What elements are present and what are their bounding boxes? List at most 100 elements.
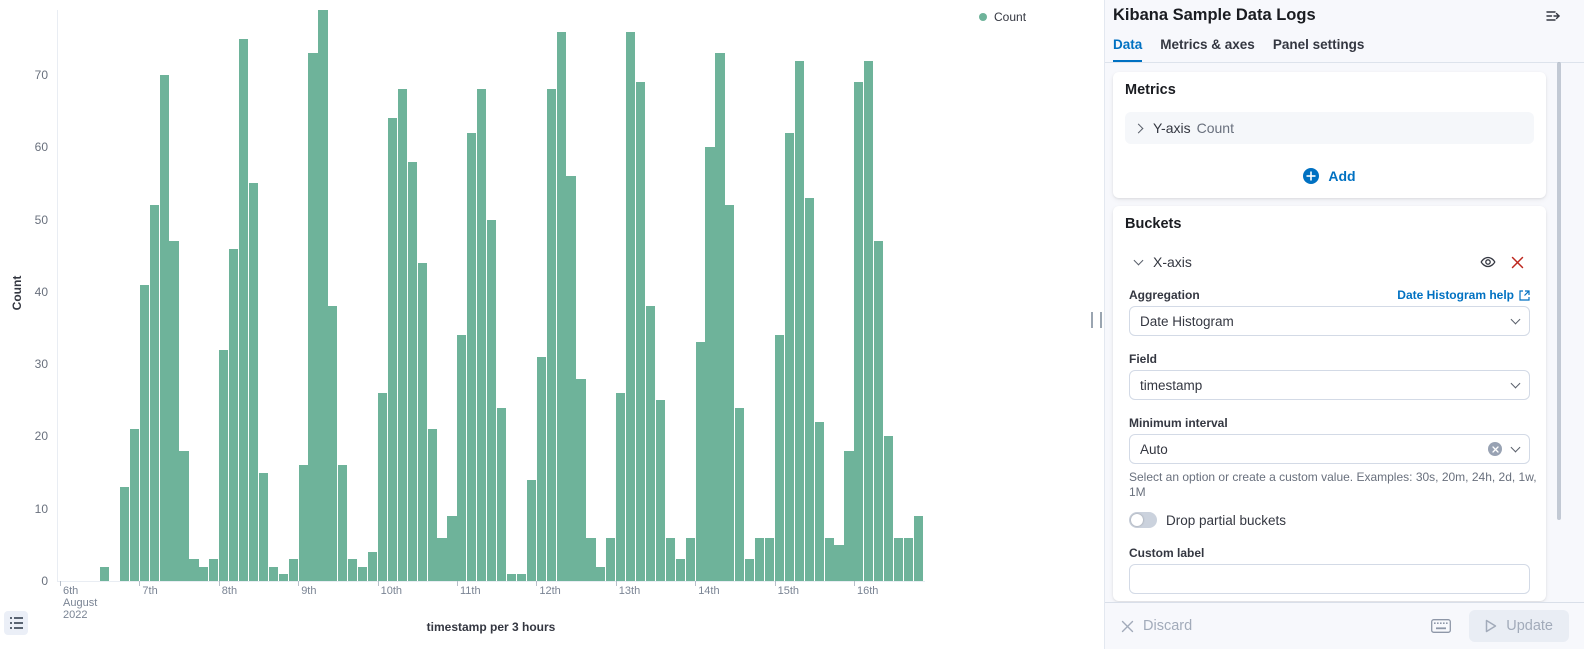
histogram-bar[interactable] [834,544,844,581]
histogram-bar[interactable] [735,407,745,581]
panel-scrollbar-thumb[interactable] [1557,62,1561,520]
histogram-bar[interactable] [695,342,705,581]
histogram-bar[interactable] [318,9,328,581]
histogram-bar[interactable] [119,487,130,581]
histogram-bar[interactable] [675,559,685,581]
metric-y-axis-row[interactable]: Y-axis Count [1125,112,1534,144]
discard-button[interactable]: Discard [1121,618,1192,634]
histogram-bar[interactable] [506,573,517,581]
histogram-bar[interactable] [824,537,834,581]
panel-resizer-handle[interactable] [1091,312,1102,328]
histogram-bar[interactable] [129,429,139,581]
histogram-bar[interactable] [179,450,189,581]
histogram-bar[interactable] [685,537,695,581]
histogram-bar[interactable] [338,465,348,581]
histogram-bar[interactable] [467,132,477,581]
histogram-bar[interactable] [715,53,725,581]
histogram-bar[interactable] [556,31,566,581]
histogram-bar[interactable] [407,161,417,581]
histogram-bar[interactable] [308,53,318,581]
histogram-bar[interactable] [854,82,864,581]
collapse-panel-button[interactable] [1542,5,1564,27]
histogram-bar[interactable] [784,132,795,581]
histogram-bar[interactable] [417,262,427,581]
histogram-bar[interactable] [655,400,665,581]
histogram-bar[interactable] [367,552,378,581]
histogram-bar[interactable] [457,335,467,581]
histogram-bar[interactable] [616,393,626,581]
histogram-bar[interactable] [774,335,785,581]
histogram-bar[interactable] [745,559,755,581]
date-histogram-help-link[interactable]: Date Histogram help [1397,288,1530,302]
legend-toggle-button[interactable] [4,611,28,635]
add-metric-button[interactable]: Add [1113,164,1546,188]
histogram-bar[interactable] [487,219,497,581]
histogram-bar[interactable] [546,89,556,581]
histogram-bar[interactable] [278,573,288,581]
histogram-bar[interactable] [626,31,636,581]
histogram-bar[interactable] [387,118,398,581]
histogram-bar[interactable] [477,89,487,581]
histogram-bar[interactable] [189,559,199,581]
histogram-bar[interactable] [755,537,765,581]
histogram-bar[interactable] [447,515,457,581]
histogram-bar[interactable] [844,450,854,581]
minimum-interval-select[interactable]: Auto [1129,434,1530,464]
custom-label-input[interactable] [1129,564,1530,594]
histogram-bar[interactable] [139,284,149,581]
drop-partial-buckets-toggle[interactable] [1129,512,1157,528]
keyboard-shortcuts-button[interactable] [1431,619,1452,633]
histogram-bar[interactable] [645,306,656,581]
histogram-bar[interactable] [804,197,814,581]
histogram-bar[interactable] [328,306,338,581]
histogram-bar[interactable] [219,349,229,581]
histogram-bar[interactable] [864,60,874,581]
clear-selection-button[interactable] [1488,442,1502,456]
histogram-bar[interactable] [705,147,715,581]
histogram-bar[interactable] [764,537,775,581]
histogram-bar[interactable] [229,248,239,581]
histogram-bar[interactable] [397,89,407,581]
histogram-bar[interactable] [814,421,824,581]
remove-bucket-button[interactable] [1511,256,1524,269]
toggle-visibility-button[interactable] [1480,254,1496,270]
field-select[interactable]: timestamp [1129,370,1530,400]
histogram-bar[interactable] [288,559,298,581]
histogram-bar[interactable] [427,429,437,581]
histogram-bar[interactable] [665,537,675,581]
tab-data[interactable]: Data [1113,37,1143,62]
histogram-bar[interactable] [586,537,596,581]
histogram-bar[interactable] [258,472,268,581]
histogram-bar[interactable] [199,566,209,581]
histogram-bar[interactable] [576,378,586,581]
histogram-bar[interactable] [348,559,358,581]
histogram-bar[interactable] [209,559,219,581]
histogram-bar[interactable] [358,566,368,581]
tab-panel-settings[interactable]: Panel settings [1272,37,1365,52]
histogram-bar[interactable] [497,407,507,581]
histogram-bar[interactable] [884,436,894,581]
histogram-bar[interactable] [874,241,884,581]
histogram-bar[interactable] [725,205,735,581]
aggregation-select[interactable]: Date Histogram [1129,306,1530,336]
histogram-bar[interactable] [894,537,904,581]
histogram-bar[interactable] [516,573,527,581]
histogram-bar[interactable] [526,479,536,581]
histogram-bar[interactable] [913,515,924,581]
histogram-bar[interactable] [903,537,914,581]
legend-item-count[interactable]: Count [979,10,1026,24]
histogram-bar[interactable] [566,176,576,581]
histogram-bar[interactable] [298,465,308,581]
histogram-bar[interactable] [159,75,169,581]
bucket-x-axis-row[interactable]: X-axis [1125,246,1534,278]
histogram-bar[interactable] [268,566,278,581]
histogram-bar[interactable] [606,537,616,581]
histogram-bar[interactable] [248,183,259,581]
histogram-bar[interactable] [437,537,447,581]
histogram-bar[interactable] [596,566,606,581]
histogram-bar[interactable] [377,393,388,581]
tab-metrics-axes[interactable]: Metrics & axes [1160,37,1255,52]
histogram-bar[interactable] [536,356,546,581]
histogram-bar[interactable] [794,60,804,581]
histogram-bar[interactable] [169,241,179,581]
